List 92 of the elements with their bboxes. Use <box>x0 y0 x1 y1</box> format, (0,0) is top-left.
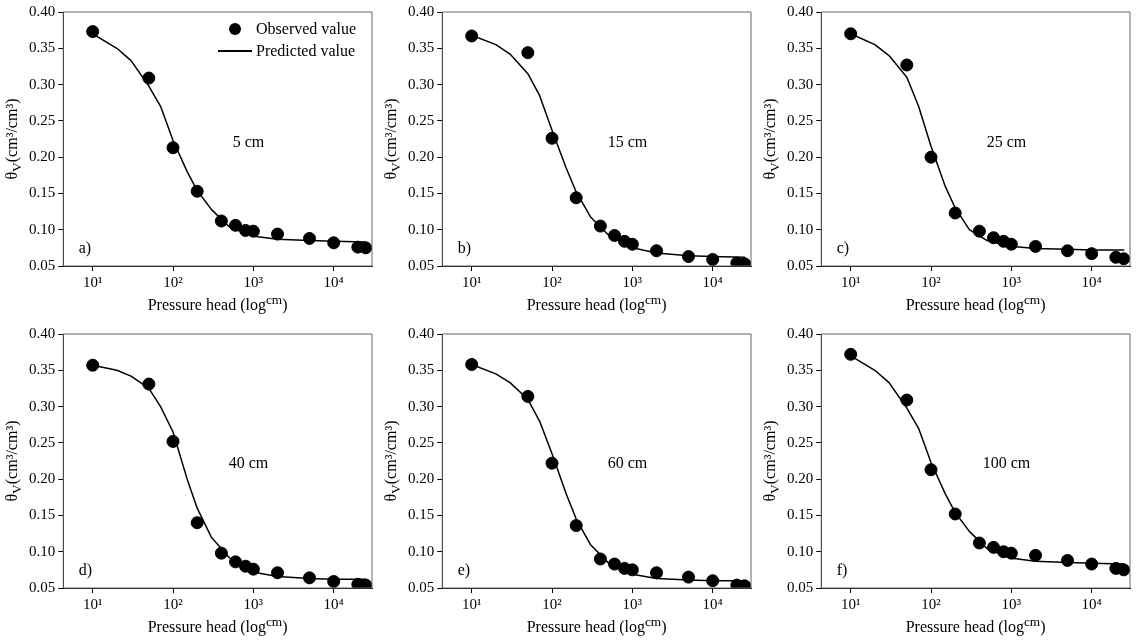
x-tick-label: 10⁴ <box>702 273 723 290</box>
y-tick-label: 0.10 <box>408 220 435 237</box>
y-tick-label: 0.35 <box>787 39 814 56</box>
x-tick-label: 10⁴ <box>323 595 344 612</box>
y-tick-label: 0.05 <box>29 256 56 273</box>
y-tick-label: 0.05 <box>29 578 56 595</box>
y-tick-label: 0.25 <box>408 111 435 128</box>
y-tick-label: 0.25 <box>787 433 814 450</box>
y-tick-label: 0.30 <box>787 75 814 92</box>
y-tick-label: 0.15 <box>29 184 56 201</box>
x-axis-title: Pressure head (log$^{cm}$) <box>905 613 1046 636</box>
annotation: a) <box>78 239 92 258</box>
x-tick-label: 10⁴ <box>323 273 344 290</box>
x-tick-label: 10² <box>542 595 563 612</box>
x-axis-title: Pressure head (log$^{cm}$) <box>526 292 667 315</box>
x-tick-label: 10³ <box>622 595 643 612</box>
y-tick-label: 0.40 <box>408 2 435 19</box>
y-tick-label: 0.15 <box>29 505 56 522</box>
y-tick-label: 0.10 <box>787 220 814 237</box>
annotation: b) <box>457 239 472 258</box>
annotation: 5 cm <box>232 132 265 151</box>
y-tick-label: 0.30 <box>408 397 435 414</box>
y-tick-label: 0.10 <box>29 220 56 237</box>
x-tick-label: 10² <box>542 273 563 290</box>
y-tick-label: 0.05 <box>408 578 435 595</box>
y-tick-label: 0.20 <box>408 148 435 165</box>
annotation: 25 cm <box>986 132 1027 151</box>
annotation: e) <box>457 560 471 579</box>
y-tick-label: 0.10 <box>408 542 435 559</box>
x-axis-title: Pressure head (log$^{cm}$) <box>905 292 1046 315</box>
x-tick-label: 10³ <box>243 273 264 290</box>
annotation: d) <box>78 560 93 579</box>
annotation: 40 cm <box>228 454 269 473</box>
y-tick-label: 0.35 <box>787 360 814 377</box>
y-tick-label: 0.30 <box>787 397 814 414</box>
x-tick-label: 10² <box>921 595 942 612</box>
y-tick-label: 0.25 <box>29 111 56 128</box>
y-tick-label: 0.35 <box>29 360 56 377</box>
x-tick-label: 10¹ <box>840 273 861 290</box>
x-tick-label: 10¹ <box>461 273 482 290</box>
y-tick-label: 0.20 <box>787 148 814 165</box>
y-tick-label: 0.20 <box>787 469 814 486</box>
y-tick-label: 0.25 <box>408 433 435 450</box>
y-tick-label: 0.05 <box>408 256 435 273</box>
x-axis-title: Pressure head (log$^{cm}$) <box>526 613 667 636</box>
x-tick-label: 10³ <box>1001 273 1022 290</box>
y-tick-label: 0.40 <box>787 324 814 341</box>
x-tick-label: 10¹ <box>82 273 103 290</box>
legend-label: Observed value <box>256 20 356 38</box>
y-tick-label: 0.15 <box>408 184 435 201</box>
x-tick-label: 10² <box>163 595 184 612</box>
y-tick-label: 0.25 <box>29 433 56 450</box>
y-tick-label: 0.30 <box>29 397 56 414</box>
y-tick-label: 0.10 <box>29 542 56 559</box>
x-tick-label: 10¹ <box>82 595 103 612</box>
y-tick-label: 0.20 <box>29 469 56 486</box>
y-tick-label: 0.10 <box>787 542 814 559</box>
annotation: f) <box>836 560 848 579</box>
x-tick-label: 10¹ <box>461 595 482 612</box>
annotation: c) <box>836 239 850 258</box>
y-tick-label: 0.35 <box>29 39 56 56</box>
annotation: 15 cm <box>607 132 648 151</box>
x-tick-label: 10⁴ <box>1081 595 1102 612</box>
x-axis-title: Pressure head (log$^{cm}$) <box>147 292 288 315</box>
y-tick-label: 0.15 <box>787 184 814 201</box>
y-tick-label: 0.05 <box>787 256 814 273</box>
y-tick-label: 0.30 <box>29 75 56 92</box>
x-tick-label: 10³ <box>243 595 264 612</box>
x-tick-label: 10² <box>163 273 184 290</box>
y-tick-label: 0.20 <box>408 469 435 486</box>
y-tick-label: 0.40 <box>787 2 814 19</box>
x-tick-label: 10³ <box>622 273 643 290</box>
y-tick-label: 0.25 <box>787 111 814 128</box>
y-tick-label: 0.30 <box>408 75 435 92</box>
y-tick-label: 0.15 <box>787 505 814 522</box>
x-tick-label: 10² <box>921 273 942 290</box>
y-tick-label: 0.20 <box>29 148 56 165</box>
annotation: 60 cm <box>607 454 648 473</box>
y-tick-label: 0.15 <box>408 505 435 522</box>
y-tick-label: 0.05 <box>787 578 814 595</box>
x-tick-label: 10⁴ <box>702 595 723 612</box>
y-tick-label: 0.40 <box>29 2 56 19</box>
x-axis-title: Pressure head (log$^{cm}$) <box>147 613 288 636</box>
x-tick-label: 10⁴ <box>1081 273 1102 290</box>
legend-label: Predicted value <box>256 42 356 60</box>
x-tick-label: 10¹ <box>840 595 861 612</box>
y-tick-label: 0.35 <box>408 39 435 56</box>
x-tick-label: 10³ <box>1001 595 1022 612</box>
y-tick-label: 0.35 <box>408 360 435 377</box>
annotation: 100 cm <box>982 454 1031 473</box>
y-tick-label: 0.40 <box>408 324 435 341</box>
y-tick-label: 0.40 <box>29 324 56 341</box>
